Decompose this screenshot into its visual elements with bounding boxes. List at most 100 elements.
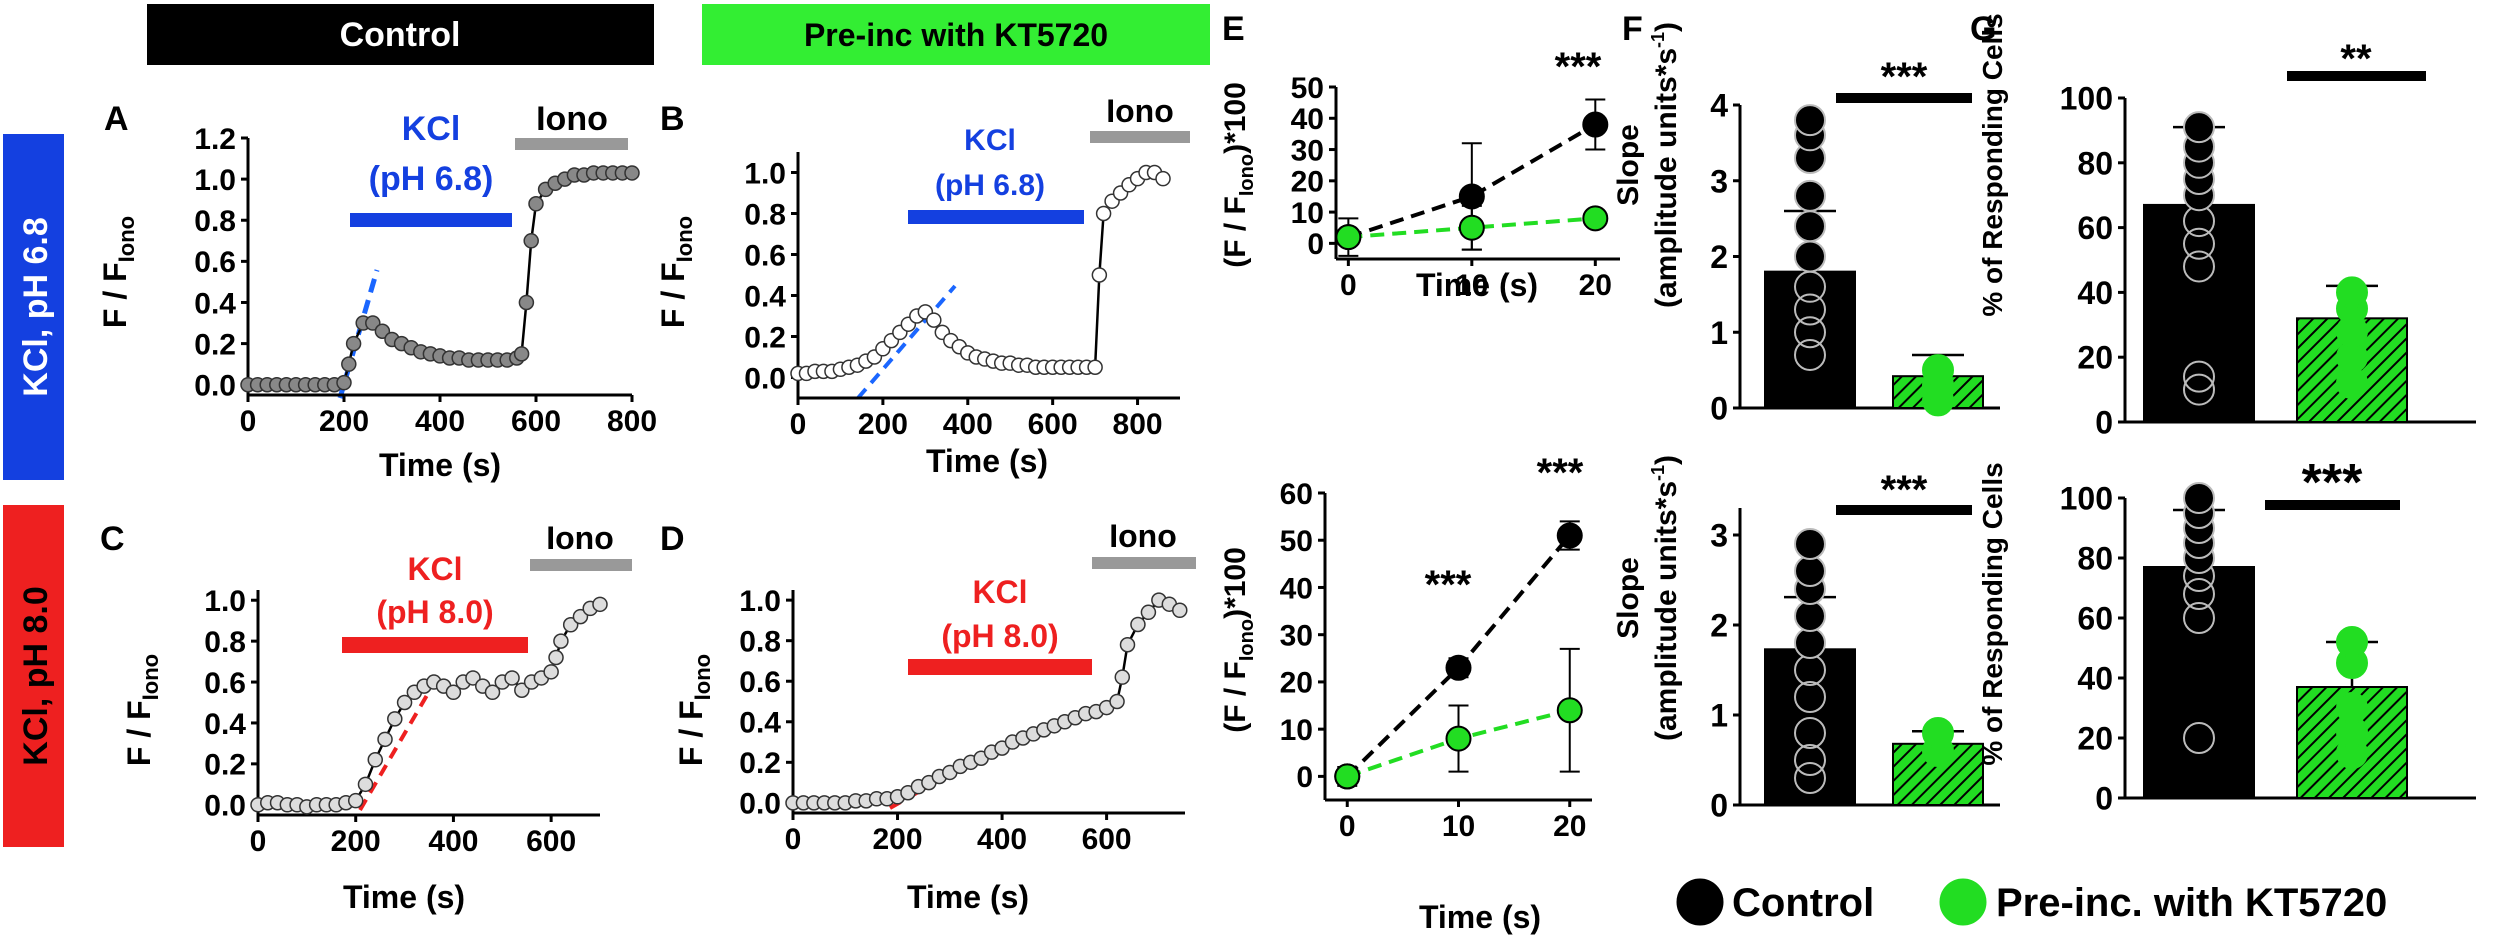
x-tick-label: 800 bbox=[607, 405, 657, 438]
y-axis-label-tail: )*100 bbox=[1219, 82, 1252, 154]
y-tick-label: 1.2 bbox=[194, 123, 236, 156]
y-tick-label: 40 bbox=[2077, 661, 2113, 697]
y-axis-units-close: ) bbox=[1650, 455, 1683, 465]
panel-c: KCl (pH 8.0) Iono F / FIono Time (s) 0 20… bbox=[121, 520, 632, 915]
x-tick-label: 0 bbox=[240, 405, 257, 438]
header-control-box bbox=[147, 4, 654, 65]
data-point bbox=[1334, 763, 1361, 790]
trace-point bbox=[1155, 170, 1171, 187]
individual-point bbox=[1794, 240, 1826, 273]
panel-letter-e: E bbox=[1222, 10, 1245, 48]
significance-stars: ** bbox=[2340, 37, 2372, 81]
x-tick-label: 0 bbox=[790, 408, 807, 441]
y-tick-label: 20 bbox=[2077, 340, 2113, 376]
y-tick-label: 0.2 bbox=[739, 747, 781, 780]
panel-f-bottom: *** Slope (amplitude units*s-1) 0 1 2 3 bbox=[1612, 455, 2000, 824]
individual-point bbox=[1922, 717, 1954, 749]
slope-fit-line bbox=[358, 688, 432, 812]
y-tick-label: 0.6 bbox=[194, 246, 236, 279]
header-control: Control bbox=[340, 16, 461, 54]
y-tick-label: 0 bbox=[2095, 405, 2113, 441]
trace-point bbox=[553, 633, 569, 649]
y-axis-label-units: (amplitude units*s-1) bbox=[1648, 455, 1683, 741]
stim-label-kcl: KCl bbox=[972, 574, 1027, 610]
y-tick-label: 20 bbox=[1291, 166, 1324, 199]
trace-point bbox=[1140, 604, 1157, 621]
panel-e-top: *** (F / FIono)*100 Time (s) 0 10 20010203… bbox=[1219, 45, 1620, 303]
individual-point bbox=[2183, 602, 2215, 634]
y-axis-label: F / FIono bbox=[655, 216, 697, 328]
y-axis-units-exp: -1 bbox=[1648, 32, 1668, 48]
y-axis-units-exp: -1 bbox=[1648, 465, 1668, 481]
individual-point bbox=[1922, 354, 1954, 387]
y-tick-label: 0.2 bbox=[204, 749, 246, 782]
y-axis-label-sub: Iono bbox=[1236, 619, 1258, 661]
trace-point bbox=[336, 374, 352, 391]
significance-stars: *** bbox=[1425, 563, 1472, 607]
trace-point bbox=[523, 233, 539, 249]
x-tick-label: 0 bbox=[1339, 810, 1356, 843]
y-tick-label: 10 bbox=[1280, 714, 1313, 747]
y-axis-label-main: (F / F bbox=[1219, 196, 1252, 268]
y-tick-label: 20 bbox=[1280, 667, 1313, 700]
y-tick-label: 40 bbox=[1291, 103, 1324, 136]
y-tick-label: 100 bbox=[2060, 81, 2113, 117]
individual-point bbox=[2183, 227, 2215, 260]
y-axis-label: Slope bbox=[1612, 124, 1645, 206]
y-tick-label: 30 bbox=[1291, 134, 1324, 167]
y-axis-label-main: F / F bbox=[655, 262, 691, 328]
y-tick-label: 0.4 bbox=[744, 280, 786, 313]
row-label-ph68: KCl, pH 6.8 bbox=[17, 217, 55, 396]
x-tick-label: 10 bbox=[1455, 269, 1488, 302]
y-axis-label: (F / FIono)*100 bbox=[1219, 82, 1258, 268]
y-tick-label: 0 bbox=[1710, 788, 1728, 824]
panel-letter-f: F bbox=[1622, 10, 1643, 48]
x-tick-label: 20 bbox=[1553, 810, 1586, 843]
panel-letter-c: C bbox=[100, 520, 125, 558]
trace-point bbox=[543, 664, 559, 680]
y-tick-label: 0.8 bbox=[194, 205, 236, 238]
y-tick-label: 50 bbox=[1291, 72, 1324, 105]
x-tick-label: 10 bbox=[1442, 810, 1475, 843]
legend-kt-marker bbox=[1939, 878, 1987, 926]
x-tick-label: 20 bbox=[1579, 269, 1612, 302]
x-tick-label: 600 bbox=[511, 405, 561, 438]
trace-point bbox=[518, 294, 535, 311]
x-axis-label: Time (s) bbox=[907, 879, 1029, 915]
individual-point bbox=[2183, 250, 2215, 283]
panel-g-top: ** % of Responding Cells 0 20 40 60 80 100 bbox=[1977, 13, 2476, 441]
trace-point bbox=[1091, 267, 1108, 283]
trace-point bbox=[1095, 205, 1112, 222]
y-tick-label: 1.0 bbox=[744, 157, 786, 190]
y-tick-label: 0.0 bbox=[204, 790, 246, 823]
data-point bbox=[1458, 214, 1485, 241]
x-tick-label: 800 bbox=[1113, 408, 1163, 441]
bar bbox=[2143, 566, 2255, 799]
legend: Control Pre-inc. with KT5720 bbox=[1676, 878, 2387, 926]
data-point bbox=[1582, 111, 1609, 138]
individual-point bbox=[2183, 722, 2215, 754]
legend-kt-label: Pre-inc. with KT5720 bbox=[1996, 881, 2387, 925]
trace-point bbox=[357, 776, 374, 793]
x-tick-label: 0 bbox=[785, 823, 802, 856]
panel-b: KCl (pH 6.8) Iono F / FIono Time (s) 0 20… bbox=[655, 93, 1190, 479]
y-tick-label: 0.4 bbox=[204, 708, 246, 741]
x-tick-label: 400 bbox=[415, 405, 465, 438]
individual-point bbox=[1794, 627, 1826, 659]
y-tick-label: 0.8 bbox=[744, 198, 786, 231]
y-tick-label: 0.4 bbox=[739, 707, 781, 740]
x-tick-label: 200 bbox=[858, 408, 908, 441]
y-tick-label: 2 bbox=[1710, 239, 1728, 275]
y-axis-units-main: (amplitude units*s bbox=[1650, 48, 1683, 308]
row-label-ph80: KCl, pH 8.0 bbox=[17, 586, 55, 765]
x-tick-label: 400 bbox=[943, 408, 993, 441]
y-tick-label: 100 bbox=[2060, 481, 2113, 517]
trace-point bbox=[572, 608, 589, 625]
y-tick-label: 0.4 bbox=[194, 287, 236, 320]
x-tick-label: 400 bbox=[428, 825, 478, 858]
x-tick-label: 400 bbox=[977, 823, 1027, 856]
significance-stars: *** bbox=[2302, 454, 2363, 512]
individual-point bbox=[1794, 104, 1826, 137]
data-point bbox=[1445, 725, 1472, 752]
